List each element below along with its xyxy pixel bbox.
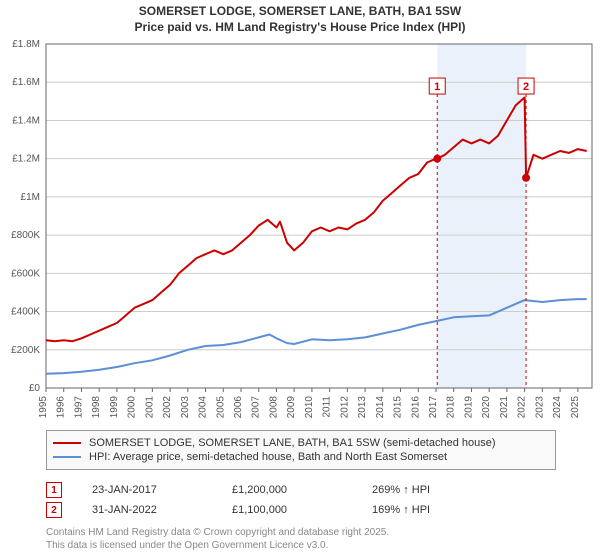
- y-tick-label: £1.4M: [12, 115, 40, 126]
- callout-number: 1: [434, 81, 440, 93]
- marker-date: 23-JAN-2017: [92, 484, 232, 496]
- x-tick-label: 2014: [375, 396, 386, 419]
- x-tick-label: 1998: [91, 396, 102, 419]
- x-tick-label: 2018: [446, 396, 457, 419]
- x-tick-label: 2001: [144, 396, 155, 419]
- footnote-line1: Contains HM Land Registry data © Crown c…: [46, 526, 389, 539]
- x-tick-label: 2006: [233, 396, 244, 419]
- title-line1: SOMERSET LODGE, SOMERSET LANE, BATH, BA1…: [0, 4, 600, 20]
- marker-row: 2 31-JAN-2022£1,100,000169% ↑ HPI: [46, 502, 556, 518]
- x-tick-label: 2019: [463, 396, 474, 419]
- x-tick-label: 2002: [162, 396, 173, 419]
- y-tick-label: £400K: [11, 307, 40, 318]
- y-tick-label: £1.6M: [12, 77, 40, 88]
- x-tick-label: 2013: [357, 396, 368, 419]
- marker-delta: 169% ↑ HPI: [372, 504, 512, 516]
- x-tick-label: 2024: [552, 396, 563, 419]
- marker-price: £1,100,000: [232, 504, 372, 516]
- x-tick-label: 2004: [198, 396, 209, 419]
- x-tick-label: 2003: [180, 396, 191, 419]
- footnote: Contains HM Land Registry data © Crown c…: [46, 526, 389, 552]
- x-tick-label: 2010: [304, 396, 315, 419]
- x-tick-label: 2000: [127, 396, 138, 419]
- x-tick-label: 2011: [322, 396, 333, 418]
- marker-badge: 1: [46, 482, 62, 498]
- y-tick-label: £800K: [11, 230, 40, 241]
- chart-svg: £0 £200K £400K £600K £800K £1M £1.2M £1.4M £1.6M…: [0, 38, 600, 424]
- x-tick-label: 1999: [109, 396, 120, 419]
- marker-badge: 2: [46, 502, 62, 518]
- legend: SOMERSET LODGE, SOMERSET LANE, BATH, BA1…: [46, 430, 556, 470]
- marker-row: 1 23-JAN-2017£1,200,000269% ↑ HPI: [46, 482, 556, 498]
- x-tick-label: 2021: [499, 396, 510, 419]
- legend-row: HPI: Average price, semi-detached house,…: [53, 451, 549, 463]
- title-line2: Price paid vs. HM Land Registry's House …: [0, 20, 600, 36]
- x-tick-label: 2005: [215, 396, 226, 419]
- marker-date: 31-JAN-2022: [92, 504, 232, 516]
- x-tick-label: 2009: [286, 396, 297, 419]
- x-tick-label: 2025: [570, 396, 581, 419]
- chart-title: SOMERSET LODGE, SOMERSET LANE, BATH, BA1…: [0, 0, 600, 35]
- x-tick-label: 2020: [481, 396, 492, 419]
- legend-swatch: [53, 456, 81, 458]
- x-tick-label: 2007: [251, 396, 262, 419]
- x-tick-label: 1997: [73, 396, 84, 419]
- footnote-line2: This data is licensed under the Open Gov…: [46, 539, 389, 552]
- legend-label: HPI: Average price, semi-detached house,…: [89, 451, 447, 463]
- y-tick-label: £0: [29, 383, 41, 394]
- x-tick-label: 2015: [393, 396, 404, 419]
- y-tick-label: £1.8M: [12, 39, 40, 50]
- x-tick-label: 2016: [410, 396, 421, 419]
- callout-number: 2: [523, 81, 529, 93]
- y-tick-label: £200K: [11, 345, 40, 356]
- shade-band: [437, 44, 526, 388]
- marker-delta: 269% ↑ HPI: [372, 484, 512, 496]
- legend-row: SOMERSET LODGE, SOMERSET LANE, BATH, BA1…: [53, 437, 549, 449]
- x-tick-label: 1996: [56, 396, 67, 419]
- marker-price: £1,200,000: [232, 484, 372, 496]
- x-tick-label: 2017: [428, 396, 439, 419]
- sale-markers-table: 1 23-JAN-2017£1,200,000269% ↑ HPI 2 31-JAN-…: [46, 478, 556, 522]
- x-tick-label: 2023: [534, 396, 545, 419]
- y-tick-label: £1.2M: [12, 154, 40, 165]
- y-tick-label: £1M: [21, 192, 40, 203]
- x-tick-label: 2022: [517, 396, 528, 419]
- legend-label: SOMERSET LODGE, SOMERSET LANE, BATH, BA1…: [89, 437, 496, 449]
- x-tick-label: 1995: [38, 396, 49, 419]
- legend-swatch: [53, 442, 81, 444]
- chart-area: £0 £200K £400K £600K £800K £1M £1.2M £1.4M £1.6M…: [0, 38, 600, 424]
- y-tick-label: £600K: [11, 268, 40, 279]
- x-tick-label: 2012: [339, 396, 350, 419]
- x-tick-label: 2008: [268, 396, 279, 419]
